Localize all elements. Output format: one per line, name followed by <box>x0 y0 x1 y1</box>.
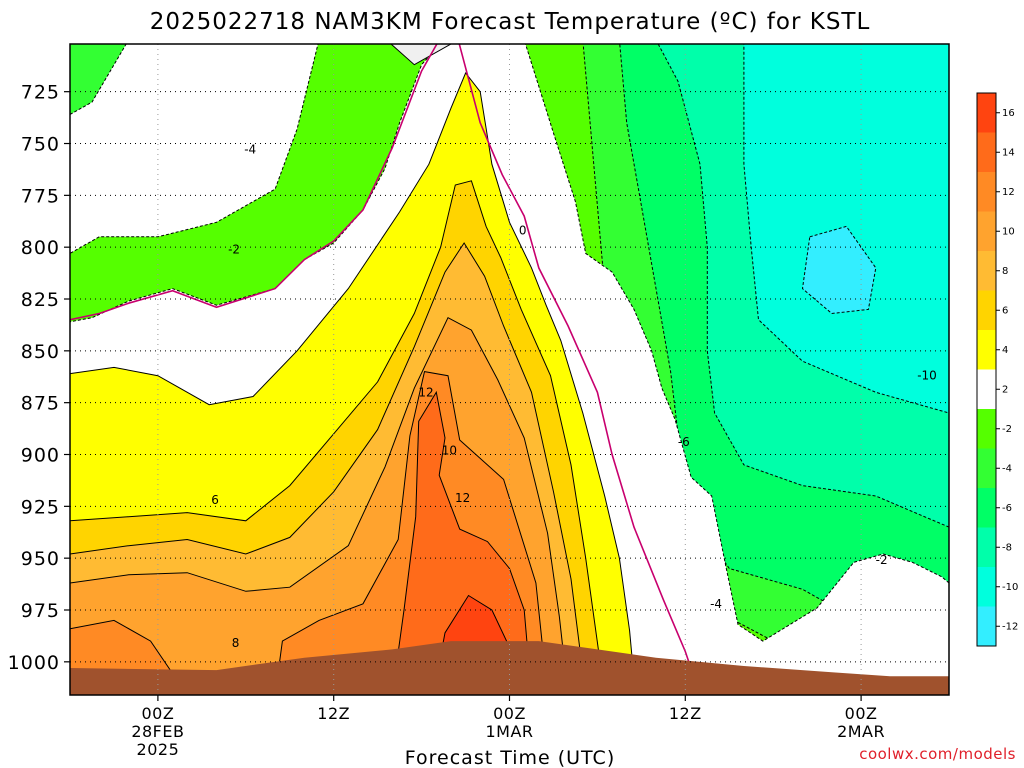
colorbar-swatch <box>977 93 996 133</box>
colorbar-swatch <box>977 290 996 330</box>
x-tick-label: 28FEB <box>131 722 184 741</box>
y-tick-label: 800 <box>21 237 60 259</box>
contour-label: 6 <box>211 493 219 507</box>
contour-label: -4 <box>710 597 722 611</box>
x-tick-label: 00Z <box>845 704 878 723</box>
colorbar-swatch <box>977 448 996 488</box>
contour-label: -2 <box>228 242 240 256</box>
freezing-line-1 <box>70 44 438 321</box>
y-tick-label: 1000 <box>8 652 60 674</box>
colorbar-label: 10 <box>1002 226 1015 237</box>
contour-label: -2 <box>876 553 888 567</box>
y-tick-label: 950 <box>21 548 60 570</box>
x-tick-label: 12Z <box>317 704 350 723</box>
y-tick-label: 775 <box>21 185 60 207</box>
terrain-layer <box>70 641 949 695</box>
colorbar-swatch <box>977 251 996 291</box>
y-axis: 725 750 775 800 825 850 875 900 925 950 975 1000 <box>8 82 70 674</box>
colorbar-label: 2 <box>1002 384 1008 395</box>
y-tick-label: 750 <box>21 134 60 156</box>
colorbar-swatch <box>977 488 996 528</box>
contour-label: -6 <box>678 435 690 449</box>
contour-label: -10 <box>917 369 937 383</box>
colorbar-swatch <box>977 369 996 409</box>
colorbar: 16 14 12 10 8 6 4 2 -2 -4 -6 -8 -10 -12 <box>976 92 1018 647</box>
colorbar-swatch <box>977 330 996 370</box>
contour-label: 12 <box>455 491 470 505</box>
contour-label: 0 <box>519 224 527 238</box>
colorbar-swatch <box>977 172 996 212</box>
colorbar-swatch <box>977 132 996 172</box>
contour-label: 8 <box>232 636 240 650</box>
colorbar-frame <box>976 92 997 647</box>
temperature-fill-layer <box>70 44 949 695</box>
colorbar-label: 6 <box>1002 305 1008 316</box>
credit-text: coolwx.com/models <box>859 745 1016 763</box>
y-tick-label: 725 <box>21 82 60 104</box>
y-tick-label: 875 <box>21 393 60 415</box>
colorbar-label: 4 <box>1002 345 1008 356</box>
y-tick-label: 975 <box>21 600 60 622</box>
contour-label: 12 <box>418 385 433 399</box>
x-tick-label: 2025 <box>137 740 180 759</box>
colorbar-swatch <box>977 211 996 251</box>
x-tick-label: 1MAR <box>485 722 533 741</box>
contour-label: -4 <box>244 143 256 157</box>
gridlines <box>70 44 949 695</box>
contour-0 <box>390 44 452 66</box>
terrain-ground <box>70 641 949 695</box>
x-tick-label: 00Z <box>141 704 174 723</box>
colorbar-label: -10 <box>1002 582 1018 593</box>
colorbar-label: -8 <box>1002 542 1012 553</box>
x-tick-label: 00Z <box>493 704 526 723</box>
colorbar-label: -12 <box>1002 621 1018 632</box>
colorbar-label: 12 <box>1002 187 1015 198</box>
colorbar-label: 14 <box>1002 147 1015 158</box>
colorbar-label: -2 <box>1002 424 1012 435</box>
y-tick-label: 900 <box>21 445 60 467</box>
y-tick-label: 925 <box>21 496 60 518</box>
contour-label: 10 <box>442 443 457 457</box>
chart-title: 2025022718 NAM3KM Forecast Temperature (… <box>150 9 871 35</box>
colorbar-label: 8 <box>1002 266 1008 277</box>
contour-labels: -4 -2 0 12 10 12 6 8 -6 -10 -2 -4 <box>211 143 937 650</box>
colorbar-label: -4 <box>1002 463 1012 474</box>
colorbar-swatch <box>977 567 996 607</box>
x-tick-label: 2MAR <box>837 722 885 741</box>
pocket-minus12 <box>801 225 877 315</box>
x-axis-label: Forecast Time (UTC) <box>405 747 615 768</box>
x-tick-label: 12Z <box>669 704 702 723</box>
colorbar-swatch <box>977 606 996 646</box>
colorbar-label: 16 <box>1002 108 1015 119</box>
y-tick-label: 825 <box>21 289 60 311</box>
colorbar-swatch <box>977 409 996 449</box>
freezing-line-2 <box>458 44 701 695</box>
colorbar-label: -6 <box>1002 503 1012 514</box>
y-tick-label: 850 <box>21 341 60 363</box>
colorbar-swatch <box>977 527 996 567</box>
